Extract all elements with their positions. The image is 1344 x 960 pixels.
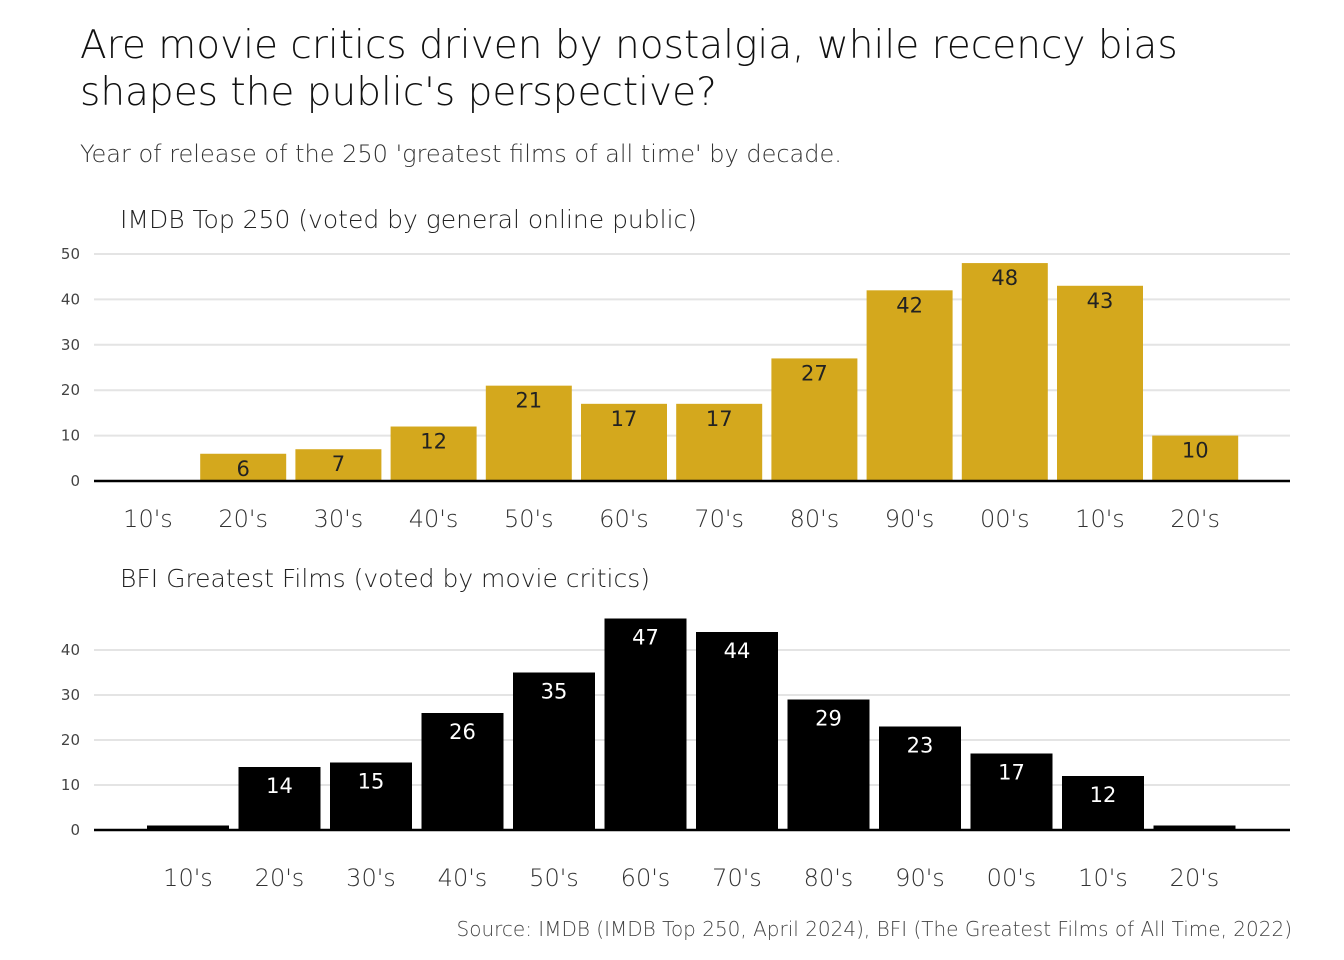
imdb-x-tick-label: 70's bbox=[694, 505, 744, 533]
bfi-y-tick-label: 20 bbox=[61, 731, 80, 749]
imdb-panel-title: IMDB Top 250 (voted by general online pu… bbox=[120, 205, 697, 234]
imdb-data-label: 6 bbox=[237, 457, 250, 481]
imdb-bar bbox=[1152, 435, 1239, 481]
imdb-bar bbox=[390, 426, 477, 481]
imdb-bar bbox=[485, 385, 572, 481]
bfi-data-label: 23 bbox=[907, 734, 934, 758]
imdb-data-label: 7 bbox=[332, 452, 345, 476]
bfi-x-tick-label: 10's bbox=[163, 864, 213, 892]
imdb-x-tick-label: 20's bbox=[1170, 505, 1220, 533]
imdb-panel: 0 10 20 30 40 50 10's 6 20's 7 30's 12 40's 21 50's 17 6… bbox=[61, 245, 1290, 533]
imdb-data-label: 43 bbox=[1087, 289, 1114, 313]
imdb-bar bbox=[676, 403, 763, 481]
bfi-y-tick-label: 30 bbox=[61, 686, 80, 704]
imdb-bar bbox=[866, 290, 953, 481]
bfi-x-tick-label: 30's bbox=[346, 864, 396, 892]
imdb-y-tick-label: 10 bbox=[61, 427, 80, 445]
bfi-x-tick-label: 50's bbox=[529, 864, 579, 892]
imdb-data-label: 21 bbox=[515, 389, 542, 413]
imdb-bar bbox=[200, 453, 287, 481]
bfi-bar bbox=[330, 762, 412, 830]
bfi-x-tick-label: 60's bbox=[621, 864, 671, 892]
imdb-y-tick-label: 20 bbox=[61, 381, 80, 399]
bfi-x-tick-label: 40's bbox=[438, 864, 488, 892]
imdb-x-tick-label: 40's bbox=[409, 505, 459, 533]
bfi-bar bbox=[1062, 776, 1144, 830]
imdb-y-tick-label: 0 bbox=[70, 472, 80, 490]
imdb-x-tick-label: 10's bbox=[1075, 505, 1125, 533]
bfi-x-tick-label: 70's bbox=[712, 864, 762, 892]
bfi-bar bbox=[879, 726, 961, 830]
bfi-y-tick-label: 0 bbox=[70, 821, 80, 839]
bfi-panel-title: BFI Greatest Films (voted by movie criti… bbox=[120, 564, 650, 593]
bfi-y-tick-label: 10 bbox=[61, 776, 80, 794]
bfi-x-tick-label: 20's bbox=[255, 864, 305, 892]
imdb-data-label: 12 bbox=[420, 430, 447, 454]
imdb-x-tick-label: 80's bbox=[790, 505, 840, 533]
imdb-data-label: 17 bbox=[611, 407, 638, 431]
bfi-x-tick-label: 10's bbox=[1078, 864, 1128, 892]
bfi-x-tick-label: 00's bbox=[987, 864, 1037, 892]
bfi-data-label: 29 bbox=[815, 707, 842, 731]
bfi-x-tick-label: 80's bbox=[804, 864, 854, 892]
imdb-data-label: 42 bbox=[896, 293, 923, 317]
bfi-bar bbox=[147, 825, 229, 830]
imdb-bar bbox=[771, 358, 858, 481]
bfi-data-label: 14 bbox=[266, 774, 293, 798]
imdb-y-tick-label: 40 bbox=[61, 290, 80, 308]
bfi-bar bbox=[696, 632, 778, 830]
bfi-x-tick-label: 90's bbox=[895, 864, 945, 892]
imdb-data-label: 27 bbox=[801, 361, 828, 385]
imdb-x-tick-label: 50's bbox=[504, 505, 554, 533]
chart-title: Are movie critics driven by nostalgia, w… bbox=[80, 23, 1178, 115]
bfi-data-label: 26 bbox=[449, 720, 476, 744]
imdb-y-tick-label: 30 bbox=[61, 336, 80, 354]
bfi-data-label: 44 bbox=[724, 639, 751, 663]
imdb-data-label: 48 bbox=[991, 266, 1018, 290]
bfi-data-label: 35 bbox=[541, 680, 568, 704]
imdb-bar bbox=[961, 263, 1048, 481]
bfi-bar bbox=[238, 767, 321, 830]
bfi-data-label: 15 bbox=[358, 770, 385, 794]
imdb-bar bbox=[581, 403, 667, 481]
imdb-x-tick-label: 60's bbox=[599, 505, 649, 533]
imdb-bar bbox=[295, 449, 382, 481]
imdb-x-tick-label: 90's bbox=[885, 505, 935, 533]
source-note: Source: IMDB (IMDB Top 250, April 2024),… bbox=[456, 917, 1292, 941]
imdb-x-tick-label: 20's bbox=[218, 505, 268, 533]
bfi-bar bbox=[604, 618, 687, 830]
imdb-data-label: 17 bbox=[706, 407, 733, 431]
bfi-bar bbox=[970, 753, 1053, 830]
imdb-x-tick-label: 10's bbox=[123, 505, 173, 533]
bfi-bar bbox=[513, 672, 595, 830]
imdb-data-label: 10 bbox=[1182, 439, 1209, 463]
imdb-x-tick-label: 30's bbox=[314, 505, 364, 533]
bfi-data-label: 17 bbox=[998, 761, 1025, 785]
bfi-bar bbox=[1153, 825, 1236, 830]
bfi-data-label: 12 bbox=[1090, 783, 1117, 807]
imdb-bar bbox=[1057, 285, 1143, 481]
chart-subtitle: Year of release of the 250 'greatest fil… bbox=[80, 140, 842, 168]
bfi-bar bbox=[421, 713, 504, 830]
bfi-x-tick-label: 20's bbox=[1170, 864, 1220, 892]
bfi-panel: 0 10 20 30 40 10's 14 20's 15 30's 26 40's 35 50's 47 6… bbox=[61, 618, 1290, 892]
bfi-bar bbox=[787, 699, 870, 830]
imdb-x-tick-label: 00's bbox=[980, 505, 1030, 533]
bfi-data-label: 47 bbox=[632, 626, 659, 650]
bfi-y-tick-label: 40 bbox=[61, 641, 80, 659]
imdb-y-tick-label: 50 bbox=[61, 245, 80, 263]
